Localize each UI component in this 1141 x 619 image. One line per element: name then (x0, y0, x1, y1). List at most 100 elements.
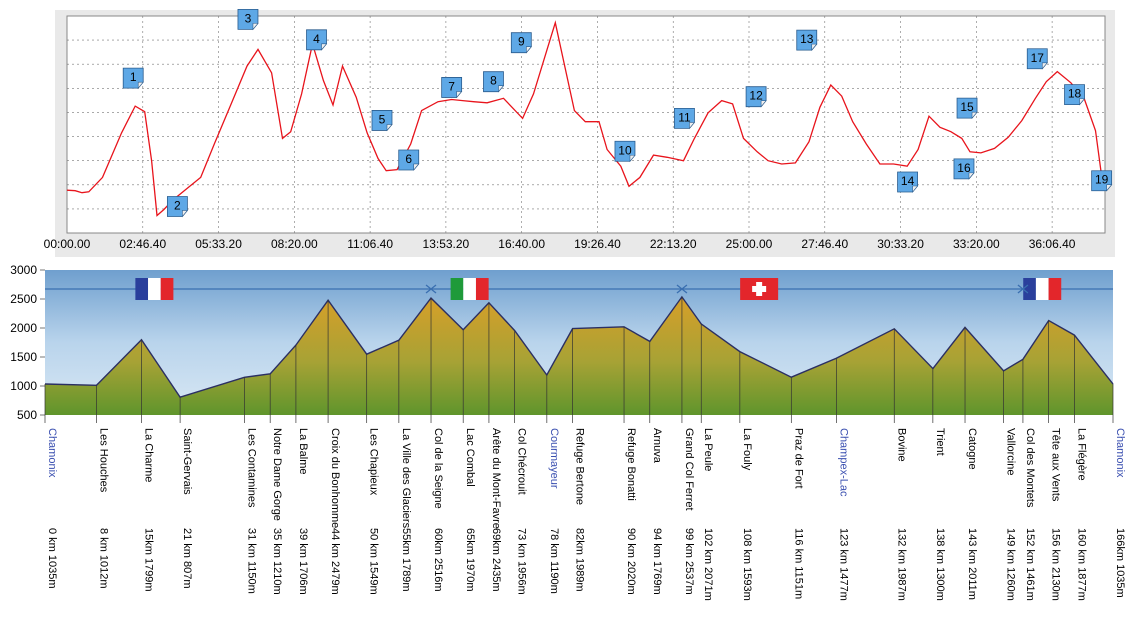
x-tick-label: 27:46.40 (801, 237, 848, 251)
terrain-area (45, 296, 1113, 415)
waypoint-number: 14 (901, 174, 915, 188)
place-label: Saint-Gervais (181, 428, 193, 495)
waypoint-number: 12 (749, 89, 763, 103)
distance-elevation-label: 90 km 2020m (625, 528, 637, 595)
distance-elevation-label: 31 km 1150m (245, 528, 257, 594)
route-time-chart: 00:00.00 02:46.40 05:33.20 08:20.00 11:06.40… (44, 8, 1115, 257)
distance-elevation-label: 123 km 1477m (837, 528, 849, 601)
place-label: Praz de Fort (792, 428, 804, 489)
place-labels: Chamonix 0 km 1035m Les Houches 8 km 1012m L… (46, 428, 1126, 601)
x-tick-label: 13:53.20 (423, 237, 470, 251)
waypoint-number: 4 (313, 32, 320, 46)
waypoint-number: 1 (130, 70, 137, 84)
distance-elevation-label: 166km 1035m (1114, 528, 1126, 598)
waypoint-marker: 5 (371, 110, 393, 132)
place-label: Col des Montets (1024, 428, 1036, 508)
distance-elevation-label: 156 km 2130m (1050, 528, 1062, 601)
distance-elevation-label: 82km 1989m (574, 528, 586, 592)
x-tick-label: 05:33.20 (195, 237, 242, 251)
distance-elevation-label: 102 km 2071m (702, 528, 714, 601)
place-label: Les Houches (97, 428, 109, 493)
waypoint-number: 2 (174, 198, 181, 212)
waypoint-number: 8 (490, 74, 497, 88)
waypoint-marker: 14 (897, 171, 919, 193)
place-label: La Peule (702, 428, 714, 471)
x-tick-label: 00:00.00 (44, 237, 91, 251)
place-label: Col de la Seigne (432, 428, 444, 509)
waypoint-number: 3 (245, 11, 252, 25)
distance-elevation-label: 39 km 1706m (297, 528, 309, 595)
distance-elevation-label: 149 km 1260m (1005, 528, 1017, 601)
y-tick-label: 2000 (10, 321, 37, 335)
waypoint-marker: 18 (1064, 84, 1086, 106)
france-flag-icon (1023, 278, 1062, 300)
x-axis: 00:00.00 02:46.40 05:33.20 08:20.00 11:06.40… (44, 237, 1076, 251)
border-crossings (425, 284, 1029, 294)
distance-elevation-label: 50 km 1549m (368, 528, 380, 595)
distance-elevation-label: 60km 2516m (432, 528, 444, 592)
place-markers (44, 296, 1114, 423)
switzerland-flag-icon (740, 278, 779, 300)
waypoint-number: 10 (618, 143, 632, 157)
place-label: Courmayeur (548, 428, 560, 489)
italy-flag-icon (450, 278, 489, 300)
waypoint-number: 5 (379, 112, 386, 126)
place-label: Lac Combal (464, 428, 476, 487)
border-crossing-icon (1017, 284, 1029, 294)
waypoint-marker: 2 (166, 196, 189, 218)
place-label: La Flégère (1075, 428, 1087, 481)
place-label: Grand Col Ferret (683, 428, 695, 511)
x-tick-label: 30:33.20 (877, 237, 924, 251)
place-label: Croix du Bonhomme (329, 428, 341, 528)
waypoint-number: 13 (800, 32, 814, 46)
x-tick-label: 25:00.00 (726, 237, 773, 251)
place-label: Les Contamines (245, 428, 257, 508)
waypoint-number: 9 (518, 35, 525, 49)
waypoint-marker: 1 (122, 67, 144, 89)
place-label: Les Chapieux (368, 428, 380, 496)
waypoint-number: 15 (960, 100, 974, 114)
waypoint-marker: 12 (745, 86, 767, 108)
y-tick-label: 500 (17, 408, 37, 422)
distance-elevation-label: 73 km 1956m (516, 528, 528, 595)
place-label: Notre Dame Gorge (271, 428, 283, 521)
x-tick-label: 33:20.00 (953, 237, 1000, 251)
distance-elevation-label: 108 km 1593m (741, 528, 753, 601)
border-crossing-icon (676, 284, 688, 294)
x-tick-label: 16:40.00 (498, 237, 545, 251)
waypoint-marker: 8 (483, 71, 505, 93)
place-label: Champex-Lac (837, 428, 849, 497)
place-label: Trient (934, 428, 946, 456)
place-label: Chamonix (1114, 428, 1126, 478)
distance-elevation-label: 55km 1789m (400, 528, 412, 592)
waypoint-marker: 13 (796, 29, 818, 51)
distance-elevation-label: 65km 1970m (464, 528, 476, 592)
waypoint-number: 7 (448, 79, 455, 93)
distance-elevation-label: 132 km 1987m (895, 528, 907, 601)
distance-elevation-label: 0 km 1035m (46, 528, 58, 589)
y-tick-label: 2500 (10, 292, 37, 306)
distance-elevation-label: 152 km 1461m (1024, 528, 1036, 601)
waypoint-marker: 3 (237, 8, 259, 31)
y-tick-label: 1500 (10, 350, 37, 364)
waypoint-marker: 10 (614, 140, 636, 163)
place-label: Col Chécrouit (516, 428, 528, 495)
x-tick-label: 19:26.40 (574, 237, 621, 251)
country-flags (135, 278, 1062, 300)
distance-elevation-label: 78 km 1190m (548, 528, 560, 594)
waypoint-number: 6 (405, 152, 412, 166)
place-label: La Charme (143, 428, 155, 482)
elevation-trace-line (66, 20, 1105, 217)
waypoint-number: 18 (1068, 87, 1082, 101)
distance-elevation-label: 138 km 1300m (934, 528, 946, 601)
distance-elevation-label: 160 km 1877m (1075, 528, 1087, 601)
waypoint-marker: 9 (510, 32, 532, 54)
distance-elevation-label: 99 km 2537m (683, 528, 695, 595)
france-flag-icon (135, 278, 174, 300)
place-label: Arête du Mont-Favre (490, 428, 502, 529)
place-label: Catogne (966, 428, 978, 470)
border-crossing-icon (425, 284, 437, 294)
plot-area (66, 15, 1106, 234)
waypoint-marker: 6 (398, 149, 420, 171)
distance-elevation-label: 94 km 1769m (651, 528, 663, 595)
